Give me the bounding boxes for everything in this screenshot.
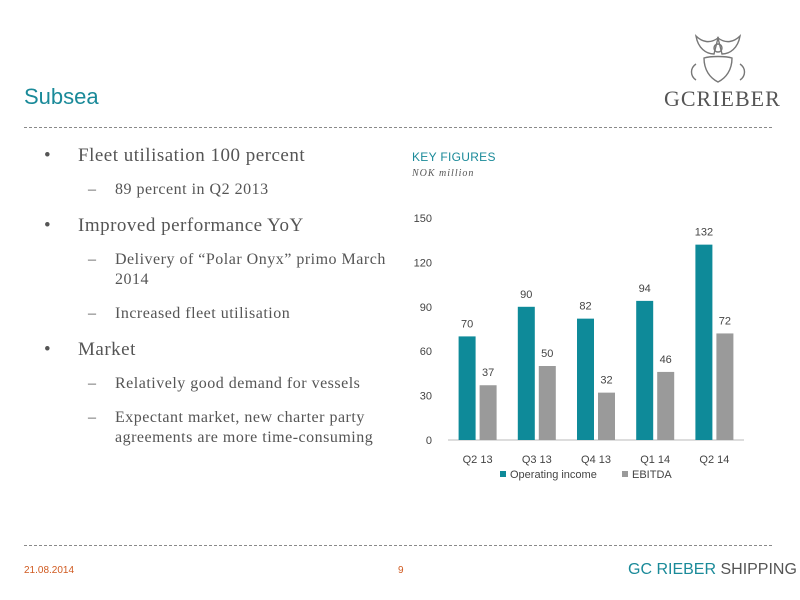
data-label: 132 xyxy=(695,227,713,239)
footer-brand-suffix: SHIPPING xyxy=(716,561,797,578)
data-label: 50 xyxy=(541,348,553,360)
legend-swatch-operating-income xyxy=(500,471,506,477)
y-tick-label: 120 xyxy=(414,257,432,269)
chart-subtitle: NOK million xyxy=(412,168,475,179)
bullet-item: Market xyxy=(44,338,394,361)
company-logo-text: GCRIEBER xyxy=(664,86,781,111)
data-label: 32 xyxy=(600,375,612,387)
footer-divider xyxy=(24,545,772,546)
footer-date: 21.08.2014 xyxy=(24,565,75,576)
operating-income-bar xyxy=(636,300,654,440)
y-tick-label: 60 xyxy=(420,346,432,358)
sub-bullet-item: 89 percent in Q2 2013 xyxy=(44,180,394,200)
data-label: 94 xyxy=(639,283,651,295)
operating-income-bar xyxy=(695,244,713,440)
page-number: 9 xyxy=(398,565,404,576)
sub-bullet-item: Increased fleet utilisation xyxy=(44,304,394,324)
x-tick-label: Q1 14 xyxy=(640,454,670,466)
operating-income-bar xyxy=(577,318,594,440)
legend-label-ebitda: EBITDA xyxy=(632,469,672,481)
ebitda-bar xyxy=(538,366,556,440)
x-tick-label: Q4 13 xyxy=(581,454,611,466)
y-tick-label: 150 xyxy=(414,213,432,225)
footer-brand: GC RIEBER SHIPPING xyxy=(628,561,797,579)
bullet-item: Fleet utilisation 100 percent xyxy=(44,144,394,167)
sub-bullet-item: Expectant market, new charter party agre… xyxy=(44,408,394,448)
y-tick-label: 90 xyxy=(420,302,432,314)
x-tick-label: Q3 13 xyxy=(522,454,552,466)
header-divider xyxy=(24,127,772,128)
y-tick-label: 30 xyxy=(420,391,432,403)
data-label: 90 xyxy=(520,289,532,301)
ebitda-bar xyxy=(657,371,675,440)
legend-label-operating-income: Operating income xyxy=(510,469,597,481)
data-label: 46 xyxy=(660,354,672,366)
page-title: Subsea xyxy=(24,84,99,109)
x-tick-label: Q2 13 xyxy=(463,454,493,466)
x-tick-label: Q2 14 xyxy=(699,454,729,466)
sub-bullet-item: Relatively good demand for vessels xyxy=(44,374,394,394)
ebitda-bar xyxy=(716,333,734,440)
data-label: 82 xyxy=(579,301,591,313)
sub-bullet-item: Delivery of “Polar Onyx” primo March 201… xyxy=(44,250,394,290)
ebitda-bar xyxy=(598,392,615,440)
y-tick-label: 0 xyxy=(426,435,432,447)
footer-brand-name: GC RIEBER xyxy=(628,561,717,578)
data-label: 37 xyxy=(482,367,494,379)
operating-income-bar xyxy=(517,306,535,440)
data-label: 72 xyxy=(719,315,731,327)
chart-title: KEY FIGURES xyxy=(412,150,496,164)
ebitda-bar xyxy=(479,385,497,440)
company-crest-icon xyxy=(690,33,746,83)
data-label: 70 xyxy=(461,318,473,330)
bullet-item: Improved performance YoY xyxy=(44,214,394,237)
operating-income-bar xyxy=(458,336,476,440)
bullet-list: Fleet utilisation 100 percent 89 percent… xyxy=(44,144,394,462)
legend-swatch-ebitda xyxy=(622,471,628,477)
